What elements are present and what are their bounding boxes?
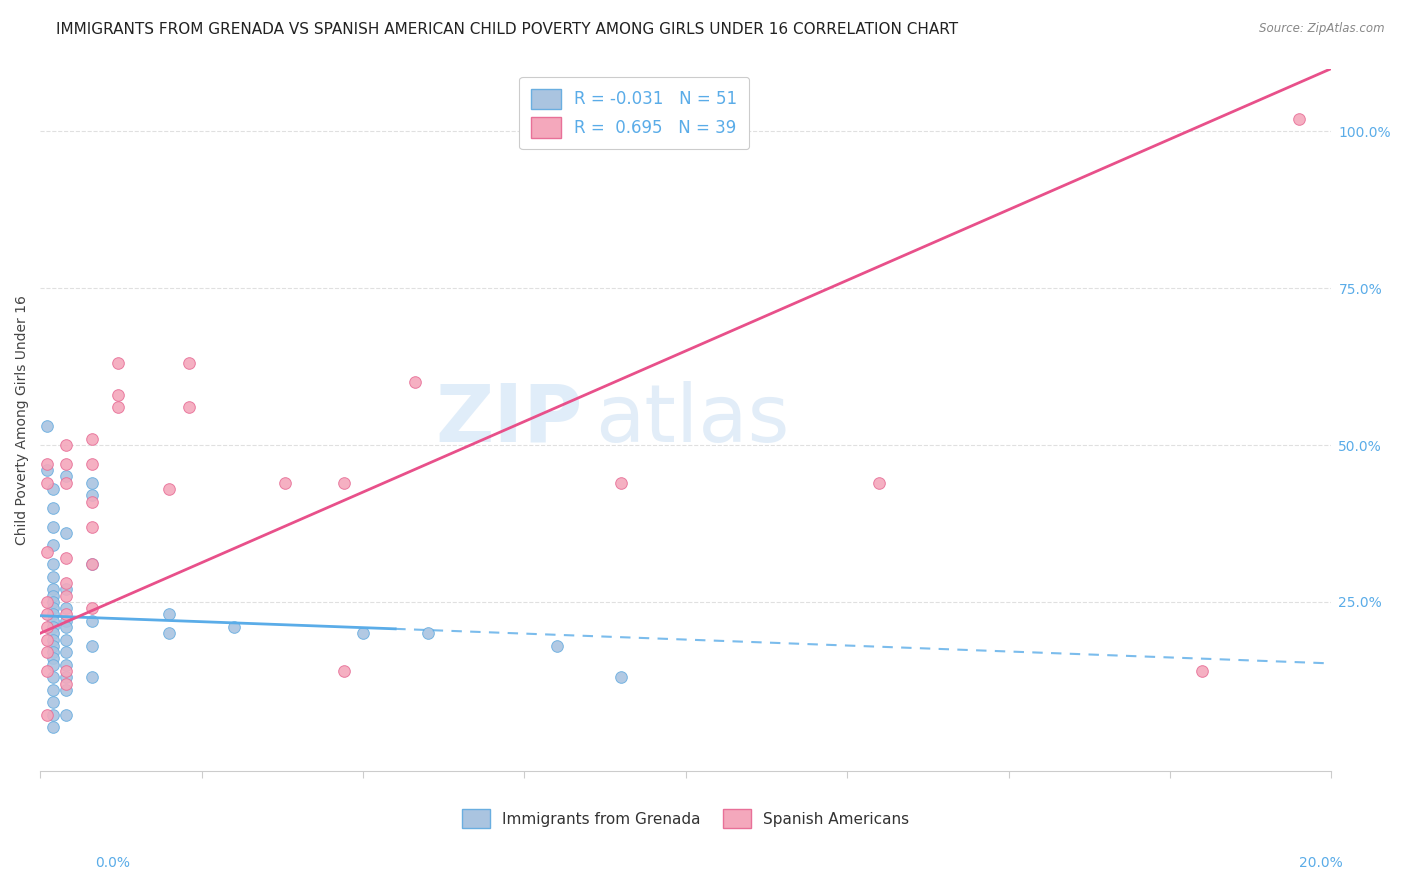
Point	[42, 682, 65, 697]
Point	[80, 601, 103, 615]
Point	[35, 664, 58, 678]
Point	[80, 494, 103, 508]
Point	[35, 645, 58, 659]
Point	[332, 664, 354, 678]
Point	[42, 558, 65, 572]
Legend: Immigrants from Grenada, Spanish Americans: Immigrants from Grenada, Spanish America…	[456, 803, 915, 834]
Text: Source: ZipAtlas.com: Source: ZipAtlas.com	[1260, 22, 1385, 36]
Point	[177, 356, 200, 370]
Point	[42, 570, 65, 584]
Point	[35, 419, 58, 434]
Text: 20.0%: 20.0%	[1299, 856, 1343, 870]
Point	[80, 432, 103, 446]
Point	[80, 457, 103, 471]
Point	[546, 639, 568, 653]
Point	[55, 551, 77, 566]
Point	[80, 519, 103, 533]
Point	[610, 475, 633, 490]
Point	[55, 620, 77, 634]
Point	[1191, 664, 1213, 678]
Point	[42, 582, 65, 597]
Point	[35, 463, 58, 477]
Point	[80, 670, 103, 684]
Point	[42, 620, 65, 634]
Point	[42, 657, 65, 672]
Text: atlas: atlas	[595, 381, 790, 459]
Point	[222, 620, 245, 634]
Text: ZIP: ZIP	[436, 381, 582, 459]
Point	[42, 482, 65, 496]
Point	[42, 651, 65, 665]
Point	[332, 475, 354, 490]
Point	[55, 632, 77, 647]
Point	[55, 645, 77, 659]
Point	[80, 558, 103, 572]
Y-axis label: Child Poverty Among Girls Under 16: Child Poverty Among Girls Under 16	[15, 295, 30, 545]
Point	[177, 401, 200, 415]
Point	[42, 695, 65, 709]
Point	[55, 457, 77, 471]
Point	[42, 607, 65, 622]
Point	[107, 401, 129, 415]
Point	[80, 475, 103, 490]
Point	[274, 475, 297, 490]
Point	[1288, 112, 1310, 126]
Point	[42, 601, 65, 615]
Point	[55, 582, 77, 597]
Point	[80, 614, 103, 628]
Point	[55, 576, 77, 591]
Point	[404, 376, 426, 390]
Point	[42, 519, 65, 533]
Point	[55, 475, 77, 490]
Point	[869, 475, 891, 490]
Point	[55, 682, 77, 697]
Point	[55, 614, 77, 628]
Point	[610, 670, 633, 684]
Point	[42, 626, 65, 640]
Point	[55, 525, 77, 540]
Point	[42, 707, 65, 722]
Point	[35, 607, 58, 622]
Point	[55, 670, 77, 684]
Point	[157, 482, 180, 496]
Point	[42, 538, 65, 552]
Point	[55, 676, 77, 690]
Point	[80, 488, 103, 502]
Point	[35, 707, 58, 722]
Point	[416, 626, 439, 640]
Point	[157, 607, 180, 622]
Point	[42, 614, 65, 628]
Point	[55, 589, 77, 603]
Point	[42, 645, 65, 659]
Point	[55, 601, 77, 615]
Text: 0.0%: 0.0%	[96, 856, 131, 870]
Point	[42, 589, 65, 603]
Point	[42, 500, 65, 515]
Point	[157, 626, 180, 640]
Point	[107, 356, 129, 370]
Point	[42, 639, 65, 653]
Point	[35, 475, 58, 490]
Point	[42, 670, 65, 684]
Point	[35, 595, 58, 609]
Point	[55, 607, 77, 622]
Point	[107, 388, 129, 402]
Point	[35, 457, 58, 471]
Point	[55, 438, 77, 452]
Point	[42, 632, 65, 647]
Point	[55, 707, 77, 722]
Point	[35, 620, 58, 634]
Point	[55, 469, 77, 483]
Point	[80, 639, 103, 653]
Text: IMMIGRANTS FROM GRENADA VS SPANISH AMERICAN CHILD POVERTY AMONG GIRLS UNDER 16 C: IMMIGRANTS FROM GRENADA VS SPANISH AMERI…	[56, 22, 959, 37]
Point	[55, 657, 77, 672]
Point	[35, 545, 58, 559]
Point	[55, 664, 77, 678]
Point	[35, 632, 58, 647]
Point	[42, 721, 65, 735]
Point	[352, 626, 374, 640]
Point	[42, 595, 65, 609]
Point	[80, 558, 103, 572]
